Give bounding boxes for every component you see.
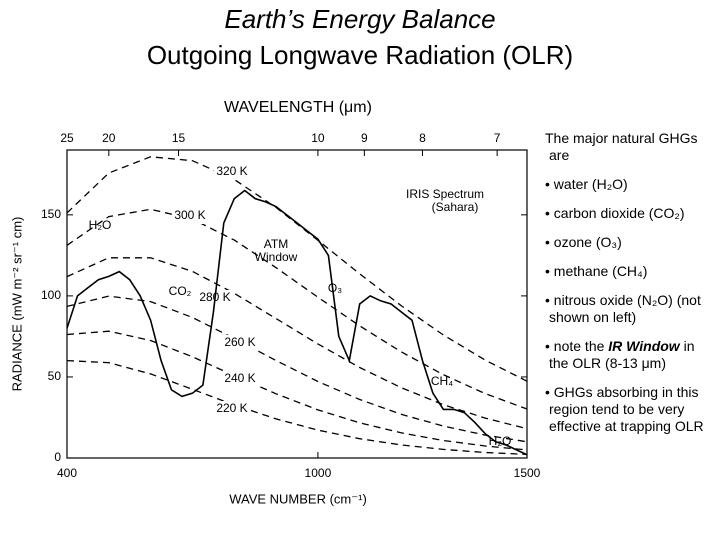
slide-title: Earth’s Energy Balance — [224, 4, 496, 34]
note: • GHGs absorbing in this region tend to … — [545, 384, 717, 435]
curve-label: 320 K — [216, 164, 247, 178]
x-tick-label: 400 — [57, 466, 77, 480]
curve-label-bg — [214, 401, 250, 417]
blackbody-curve — [67, 295, 527, 443]
note-text: • note the — [545, 338, 609, 354]
note-text: in the OLR (8-13 μm) — [549, 338, 695, 371]
annotation: IRIS Spectrum — [406, 187, 484, 201]
x2-tick-label: 15 — [172, 131, 186, 145]
x-tick-label: 1000 — [305, 466, 332, 480]
spectrum-line — [67, 189, 527, 456]
blackbody-curve — [67, 330, 527, 451]
plot-frame — [66, 149, 528, 459]
note: • water (H₂O) — [545, 176, 717, 193]
y-tick-label: 150 — [41, 207, 61, 221]
annotation: Window — [255, 250, 298, 264]
note: • methane (CH₄) — [545, 263, 717, 280]
note: • note the IR Window in the OLR (8-13 μm… — [545, 338, 717, 372]
blackbody-curve — [67, 208, 527, 410]
annotation: H₂O — [489, 434, 512, 448]
y-axis-label: RADIANCE (mW m⁻² sr⁻¹ cm) — [9, 217, 24, 392]
note-text: The major natural GHGs are — [545, 130, 698, 163]
x2-tick-label: 8 — [419, 131, 426, 145]
note-text: • ozone (O₃) — [545, 234, 622, 250]
note-text: • water (H₂O) — [545, 176, 628, 192]
curve-label: 220 K — [216, 401, 247, 415]
y-tick-label: 50 — [48, 369, 62, 383]
note-text: IR Window — [608, 338, 680, 354]
note-text: • GHGs absorbing in this region tend to … — [545, 384, 704, 434]
note-text: • nitrous oxide (N₂O) (not shown on left… — [545, 292, 701, 325]
x2-tick-label: 20 — [102, 131, 116, 145]
curve-label: 240 K — [224, 371, 255, 385]
x-tick-label: 1500 — [514, 466, 540, 480]
y-tick-label: 0 — [54, 450, 61, 464]
curve-label-bg — [214, 164, 250, 180]
note: • ozone (O₃) — [545, 234, 717, 251]
x2-tick-label: 7 — [494, 131, 501, 145]
x2-axis-label: WAVELENGTH (μm) — [224, 99, 372, 116]
annotation: CH₄ — [431, 374, 453, 388]
curve-label-bg — [222, 371, 258, 387]
note: The major natural GHGs are — [545, 130, 717, 164]
curve-label: 300 K — [174, 208, 205, 222]
x2-tick-label: 9 — [361, 131, 368, 145]
x2-tick-label: 10 — [311, 131, 325, 145]
x-axis-label: WAVE NUMBER (cm⁻¹) — [229, 491, 367, 506]
blackbody-curve — [67, 359, 527, 456]
annotation: ATM — [264, 237, 288, 251]
annotation: (Sahara) — [432, 200, 479, 214]
annotation: CO₂ — [169, 284, 192, 298]
chart: WAVELENGTH (μm) WAVE NUMBER (cm⁻¹) RADIA… — [9, 99, 540, 506]
y-tick-label: 100 — [41, 288, 61, 302]
notes: The major natural GHGs are • water (H₂O) •… — [545, 130, 717, 447]
annotation: O₃ — [328, 281, 342, 295]
slide-subtitle: Outgoing Longwave Radiation (OLR) — [146, 40, 574, 70]
annotation: H₂O — [89, 218, 112, 232]
x2-tick-label: 25 — [60, 131, 74, 145]
blackbody-curve — [67, 257, 527, 430]
curve-label-bg — [172, 208, 208, 224]
curve-label-bg — [222, 335, 258, 351]
note: • nitrous oxide (N₂O) (not shown on left… — [545, 292, 717, 326]
curve-label: 260 K — [224, 335, 255, 349]
note-text: • methane (CH₄) — [545, 263, 648, 279]
note-text: • carbon dioxide (CO₂) — [545, 205, 685, 221]
note: • carbon dioxide (CO₂) — [545, 205, 717, 222]
